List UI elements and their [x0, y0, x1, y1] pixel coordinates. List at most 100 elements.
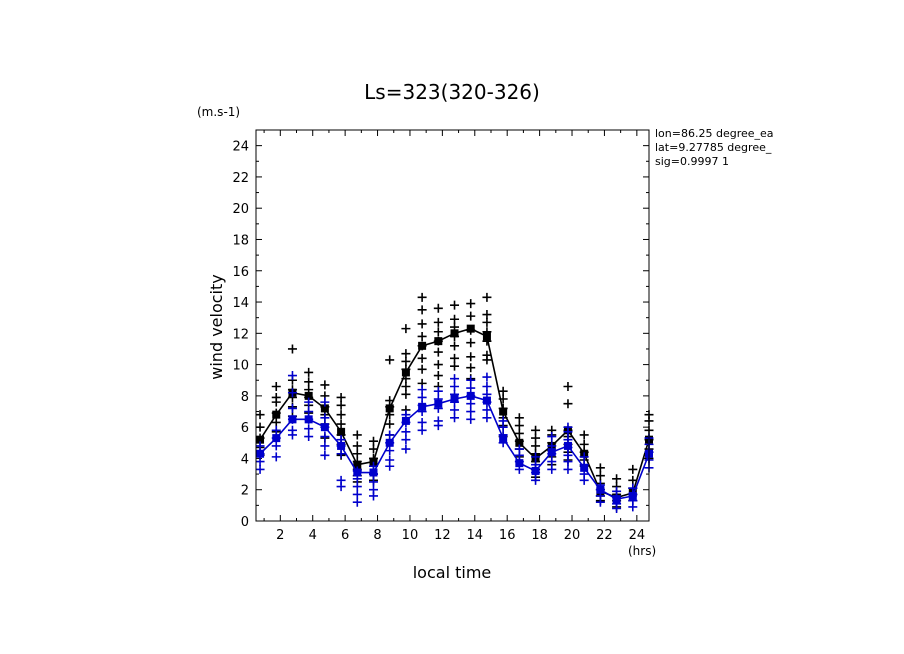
mean-point: [385, 438, 394, 447]
mean-point: [515, 438, 524, 447]
scatter-point: [579, 430, 589, 440]
x-tick-label: 4: [309, 528, 317, 543]
scatter-point: [271, 417, 281, 427]
scatter-point: [368, 485, 378, 495]
scatter-point: [531, 452, 541, 462]
scatter-point: [336, 410, 346, 420]
scatter-point: [498, 416, 508, 426]
scatter-point: [304, 407, 314, 417]
scatter-point: [498, 386, 508, 396]
scatter-point: [287, 344, 297, 354]
scatter-point: [595, 471, 605, 481]
x-tick-label: 10: [402, 528, 419, 543]
mean-point: [434, 399, 443, 408]
scatter-point: [514, 428, 524, 438]
scatter-point: [579, 452, 589, 462]
scatter-point: [482, 405, 492, 415]
info-line-lat: lat=9.27785 degree_: [655, 141, 772, 154]
scatter-point: [482, 372, 492, 382]
scatter-point: [352, 449, 362, 459]
scatter-point: [304, 377, 314, 387]
mean-point: [596, 485, 605, 494]
mean-point: [353, 468, 362, 477]
scatter-point: [304, 432, 314, 442]
mean-point: [466, 324, 475, 333]
scatter-point: [336, 392, 346, 402]
scatter-point: [417, 392, 427, 402]
scatter-point: [433, 360, 443, 370]
y-tick-label: 18: [232, 233, 249, 248]
mean-point: [515, 459, 524, 468]
scatter-point: [352, 497, 362, 507]
scatter-point: [368, 477, 378, 487]
mean-point: [580, 463, 589, 472]
scatter-point: [466, 311, 476, 321]
mean-point: [304, 415, 313, 424]
scatter-point: [531, 425, 541, 435]
axis-ticks: 2 4 6 8 10 12 14 16 18 20 22 2402468101214161820222…: [232, 130, 649, 543]
scatter-point: [271, 452, 281, 462]
scatter-point: [271, 425, 281, 435]
scatter-point: [563, 381, 573, 391]
scatter-point: [433, 347, 443, 357]
scatter-point: [563, 399, 573, 409]
scatter-point: [417, 364, 427, 374]
mean-point: [466, 391, 475, 400]
scatter-point: [482, 292, 492, 302]
scatter-point: [563, 450, 573, 460]
mean-point: [353, 460, 362, 469]
scatter-point: [352, 482, 362, 492]
scatter-point: [628, 464, 638, 474]
scatter-point: [466, 375, 476, 385]
scatter-point: [466, 383, 476, 393]
mean-point: [563, 441, 572, 450]
mean-point: [304, 391, 313, 400]
y-tick-label: 14: [232, 296, 249, 311]
info-line-sig: sig=0.9997 1: [655, 155, 729, 168]
scatter-point: [450, 361, 460, 371]
mean-point: [434, 337, 443, 346]
mean-point: [450, 395, 459, 404]
mean-point: [418, 402, 427, 411]
scatter-point: [304, 397, 314, 407]
y-tick-label: 10: [232, 359, 249, 374]
mean-point: [450, 329, 459, 338]
scatter-point: [385, 455, 395, 465]
mean-point: [547, 448, 556, 457]
scatter-point: [385, 446, 395, 456]
scatter-point: [304, 424, 314, 434]
mean-point: [482, 396, 491, 405]
scatter-point: [433, 371, 443, 381]
scatter-point: [271, 441, 281, 451]
scatter-point: [320, 413, 330, 423]
y-tick-label: 8: [241, 390, 249, 405]
mean-point: [499, 407, 508, 416]
scatter-point: [287, 371, 297, 381]
scatter-point: [579, 439, 589, 449]
chart-title: Ls=323(320-326): [364, 80, 540, 104]
scatter-point: [466, 338, 476, 348]
scatter-point: [482, 350, 492, 360]
scatter-point: [450, 405, 460, 415]
scatter-point: [320, 441, 330, 451]
scatter-point: [514, 444, 524, 454]
mean-point: [256, 449, 265, 458]
y-unit-label: (m.s-1): [197, 105, 240, 119]
scatter-point: [255, 441, 265, 451]
scatter-point: [482, 310, 492, 320]
scatter-point: [401, 349, 411, 359]
scatter-point: [433, 386, 443, 396]
series-2: [255, 371, 654, 513]
y-tick-label: 24: [232, 140, 249, 155]
scatter-point: [417, 353, 427, 363]
scatter-point: [417, 331, 427, 341]
scatter-point: [450, 413, 460, 423]
scatter-point: [287, 425, 297, 435]
scatter-point: [531, 475, 541, 485]
x-tick-label: 20: [564, 528, 581, 543]
scatter-point: [547, 464, 557, 474]
mean-point: [337, 441, 346, 450]
scatter-point: [352, 430, 362, 440]
scatter-point: [466, 299, 476, 309]
